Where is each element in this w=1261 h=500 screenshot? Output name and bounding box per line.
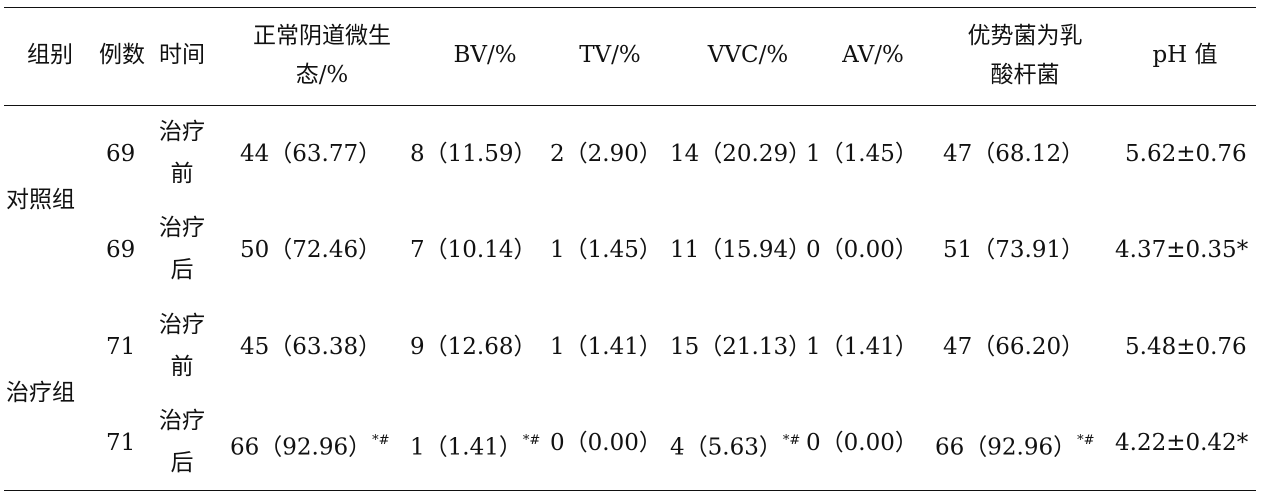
av-cell: 1（1.41） <box>806 334 918 360</box>
time-cell-line1: 治疗 <box>159 312 205 338</box>
ph-cell: 5.62±0.76 <box>1125 141 1247 167</box>
time-cell-line1: 治疗 <box>159 215 205 241</box>
header-vvc: VVC/% <box>707 42 789 68</box>
normal-value: 45（63.38） <box>240 334 382 360</box>
header-cases: 例数 <box>99 42 145 68</box>
group-label-treatment: 治疗组 <box>6 380 75 406</box>
vvc-cell: 14（20.29） <box>670 141 812 167</box>
time-cell-line1: 治疗 <box>159 408 205 434</box>
ph-cell: 4.37±0.35* <box>1115 237 1249 263</box>
vvc-cell: 4（5.63）*# <box>670 426 800 465</box>
bv-cell: 8（11.59） <box>410 141 537 167</box>
vvc-cell: 11（15.94） <box>670 237 812 263</box>
bv-value: 1（1.41） <box>410 434 522 461</box>
header-rule <box>4 105 1256 106</box>
av-cell: 0（0.00） <box>806 430 918 456</box>
normal-cell: 44（63.77） <box>240 137 381 171</box>
cases-cell: 71 <box>106 430 136 456</box>
lacto-cell: 51（73.91） <box>943 237 1085 263</box>
tv-cell: 1（1.45） <box>550 237 662 263</box>
header-lacto-line2: 酸杆菌 <box>990 62 1060 88</box>
header-group: 组别 <box>27 42 73 68</box>
bv-cell: 1（1.41）*# <box>410 426 540 465</box>
av-cell: 0（0.00） <box>806 237 918 263</box>
normal-cell: 50（72.46） <box>240 233 381 267</box>
significance-mark: *# <box>522 433 541 448</box>
cases-cell: 69 <box>106 237 136 263</box>
normal-value: 66（92.96） <box>230 434 372 461</box>
group-label-control: 对照组 <box>6 187 75 213</box>
normal-value: 44（63.77） <box>240 141 382 167</box>
significance-mark: *# <box>1077 433 1095 448</box>
header-tv: TV/% <box>579 42 641 68</box>
vvc-value: 4（5.63） <box>670 434 782 461</box>
ph-cell: 5.48±0.76 <box>1125 334 1247 360</box>
header-bv: BV/% <box>453 42 517 68</box>
significance-mark: *# <box>372 433 390 448</box>
lacto-cell: 66（92.96）*# <box>935 426 1095 465</box>
header-lacto-line1: 优势菌为乳 <box>967 23 1083 49</box>
lacto-cell: 47（68.12） <box>943 141 1085 167</box>
bv-cell: 7（10.14） <box>410 237 537 263</box>
time-cell-line2: 后 <box>170 450 194 476</box>
time-cell-line1: 治疗 <box>159 119 205 145</box>
time-cell-line2: 前 <box>170 354 194 380</box>
cases-cell: 69 <box>106 141 136 167</box>
header-av: AV/% <box>842 42 904 68</box>
header-normal-line1: 正常阴道微生 <box>253 23 391 49</box>
header-time: 时间 <box>159 42 205 68</box>
normal-value: 50（72.46） <box>240 237 382 263</box>
normal-cell: 66（92.96）*# <box>230 426 390 465</box>
top-rule <box>4 7 1256 8</box>
tv-cell: 0（0.00） <box>550 430 662 456</box>
tv-cell: 1（1.41） <box>550 334 662 360</box>
bottom-rule <box>4 490 1256 491</box>
lacto-cell: 47（66.20） <box>943 334 1085 360</box>
tv-cell: 2（2.90） <box>550 141 662 167</box>
cases-cell: 71 <box>106 334 136 360</box>
header-ph: pH 值 <box>1152 42 1218 68</box>
bv-cell: 9（12.68） <box>410 334 537 360</box>
ph-cell: 4.22±0.42* <box>1115 430 1249 456</box>
time-cell-line2: 前 <box>170 161 194 187</box>
time-cell-line2: 后 <box>170 257 194 283</box>
lacto-value: 66（92.96） <box>935 434 1077 461</box>
normal-cell: 45（63.38） <box>240 330 381 364</box>
av-cell: 1（1.45） <box>806 141 918 167</box>
vvc-cell: 15（21.13） <box>670 334 812 360</box>
header-normal-line2: 态/% <box>295 62 349 88</box>
significance-mark: *# <box>782 433 801 448</box>
